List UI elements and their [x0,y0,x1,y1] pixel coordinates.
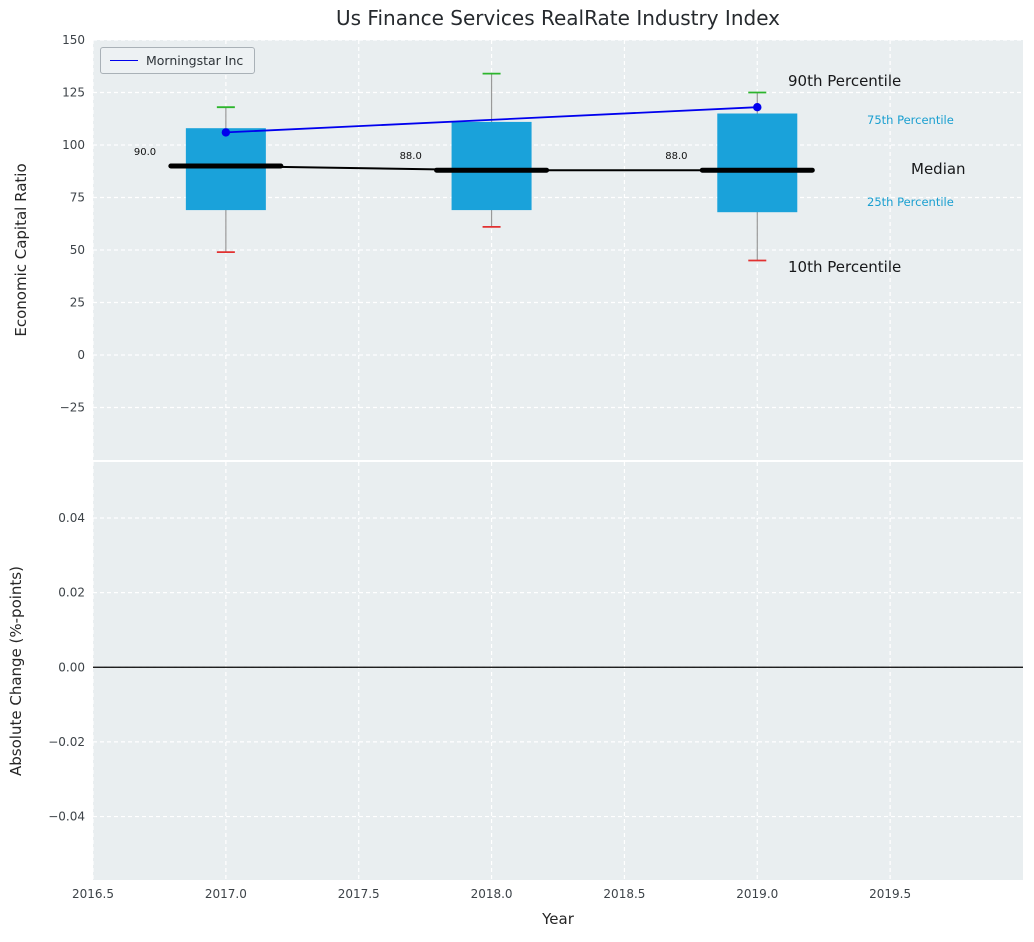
ytick-label-bottom: −0.02 [48,735,85,749]
ytick-label-bottom: 0.04 [58,511,85,525]
annotation-90th-percentile: 90th Percentile [788,72,902,90]
ytick-label-top: 25 [70,296,85,310]
annotation-75th-percentile: 75th Percentile [867,113,954,127]
company-marker [753,103,762,112]
iqr-box-2017 [185,128,266,211]
median-value-label: 88.0 [665,151,687,162]
ytick-label-bottom: 0.00 [58,660,85,674]
xtick-label: 2019.5 [869,887,911,901]
chart-title: Us Finance Services RealRate Industry In… [336,6,780,30]
ytick-label-top: 150 [62,33,85,47]
legend-label: Morningstar Inc [146,53,244,68]
annotation-median: Median [911,160,966,178]
xtick-label: 2018.5 [603,887,645,901]
iqr-box-2019 [717,113,798,213]
top-y-axis-label: Economic Capital Ratio [12,163,30,337]
ytick-label-top: −25 [60,401,85,415]
company-line [225,106,758,134]
legend: Morningstar Inc [100,47,256,74]
median-value-label: 88.0 [400,151,422,162]
ytick-label-top: 50 [70,243,85,257]
ytick-label-top: 100 [62,138,85,152]
annotation-25th-percentile: 25th Percentile [867,195,954,209]
annotation-10th-percentile: 10th Percentile [788,258,902,276]
ytick-label-bottom: 0.02 [58,586,85,600]
bottom-y-axis-label: Absolute Change (%-points) [7,566,25,776]
x-axis-label: Year [542,910,574,928]
ytick-label-top: 75 [70,191,85,205]
iqr-box-2018 [451,121,532,211]
ytick-label-bottom: −0.04 [48,810,85,824]
xtick-label: 2018.0 [471,887,513,901]
ytick-label-top: 125 [62,86,85,100]
bottom-panel-bg [93,462,1023,880]
ytick-label-top: 0 [77,348,85,362]
xtick-label: 2017.5 [338,887,380,901]
median-value-label: 90.0 [134,147,156,158]
legend-line-sample [110,60,138,61]
company-marker [221,128,231,137]
xtick-label: 2016.5 [72,887,114,901]
xtick-label: 2017.0 [205,887,247,901]
xtick-label: 2019.0 [736,887,778,901]
